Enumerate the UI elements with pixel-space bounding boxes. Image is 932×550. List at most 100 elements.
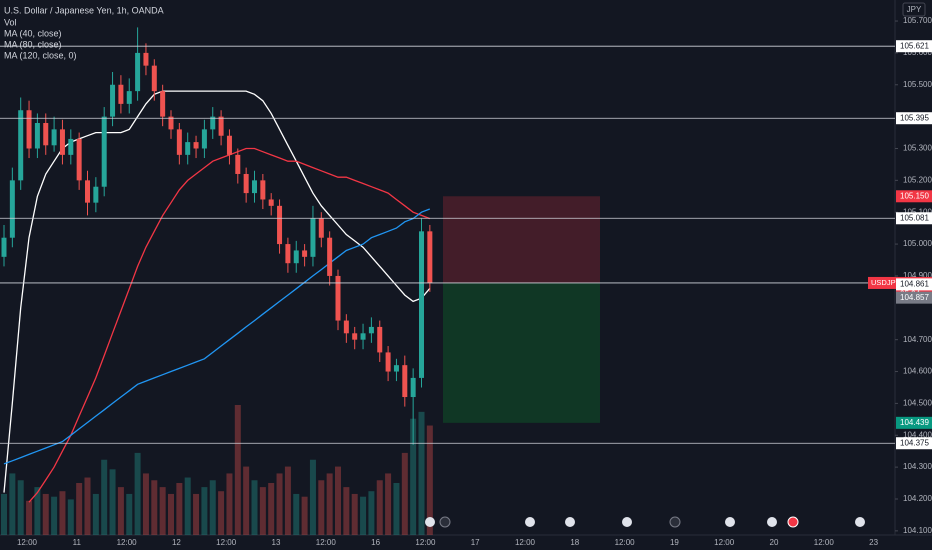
- candle-body: [34, 122, 40, 149]
- candle-body: [160, 91, 166, 117]
- y-tick-label: 104.400: [903, 430, 932, 439]
- ma-tag-label: 104.861: [900, 279, 929, 288]
- target-zone: [443, 282, 600, 423]
- level-label: 104.375: [900, 438, 929, 447]
- target-tag: [896, 416, 932, 429]
- volume-bar: [426, 425, 433, 535]
- candle-body: [85, 180, 90, 203]
- volume-bar: [326, 473, 333, 535]
- currency-box[interactable]: [902, 2, 926, 17]
- event-icon: [425, 517, 435, 527]
- candle-body: [327, 237, 333, 276]
- volume-bar: [376, 480, 383, 535]
- level-label: 105.081: [900, 213, 929, 222]
- candle-body: [110, 84, 116, 117]
- event-icon: [767, 517, 777, 527]
- y-tick-label: 105.600: [903, 48, 932, 57]
- event-icon: [439, 516, 451, 528]
- y-tick-label: 104.300: [903, 462, 932, 471]
- legend-entry: MA (120, close, 0): [4, 50, 77, 60]
- volume-bar: [368, 491, 375, 535]
- x-tick-label: 12:00: [714, 538, 735, 547]
- volume-bar: [1, 493, 7, 535]
- stop-zone: [443, 196, 600, 283]
- stop-label: 105.150: [900, 191, 929, 200]
- legend-entry: MA (40, close): [4, 28, 62, 38]
- candle-body: [59, 129, 65, 155]
- candle-body: [419, 231, 424, 378]
- candle-body: [302, 250, 308, 257]
- event-icon: [725, 517, 735, 527]
- candle-body: [218, 116, 224, 136]
- volume-bar: [176, 483, 183, 535]
- ma-tag: [896, 291, 932, 304]
- candle-body: [293, 250, 299, 264]
- candle-body: [201, 129, 207, 149]
- level-label: 105.621: [900, 41, 929, 50]
- x-tick-label: 23: [869, 538, 878, 547]
- candle-body: [51, 129, 57, 146]
- volume-bar: [159, 487, 166, 535]
- currency[interactable]: JPY: [907, 5, 922, 14]
- x-tick-label: 12: [172, 538, 181, 547]
- volume-bar: [84, 477, 91, 535]
- volume-bar: [335, 466, 341, 535]
- volume-bar: [134, 452, 141, 535]
- volume-bar: [117, 487, 124, 535]
- candle-body: [402, 365, 408, 398]
- event-icon: [622, 517, 632, 527]
- y-tick-label: 105.700: [903, 16, 932, 25]
- event-icon: [787, 516, 799, 528]
- x-tick-label: 12:00: [615, 538, 636, 547]
- candle-body: [252, 180, 257, 194]
- volume-bar: [385, 473, 392, 535]
- x-tick-label: 16: [371, 538, 380, 547]
- x-tick-label: 12:00: [814, 538, 835, 547]
- volume-bar: [92, 493, 99, 535]
- volume-bar: [309, 459, 316, 535]
- volume-bar: [67, 499, 74, 535]
- ma-tag-label: 104.857: [900, 293, 929, 302]
- candle-body: [235, 154, 241, 174]
- volume-bar: [276, 473, 283, 535]
- candle-body: [168, 116, 174, 130]
- x-tick-label: 13: [272, 538, 281, 547]
- volume-bar: [59, 491, 66, 535]
- candle-body: [43, 122, 49, 146]
- volume-bar: [251, 480, 258, 535]
- x-tick-label: 12:00: [316, 538, 337, 547]
- candle-body: [260, 180, 266, 200]
- volume-bar: [401, 452, 408, 535]
- y-tick-label: 105.100: [903, 207, 932, 216]
- candle-body: [318, 218, 324, 238]
- y-tick-label: 104.700: [903, 335, 932, 344]
- candle-body: [101, 116, 107, 187]
- candle-body: [243, 173, 249, 194]
- candle-body: [277, 205, 283, 245]
- event-icons: [425, 516, 865, 528]
- plot: [1, 27, 600, 535]
- volume-bar: [284, 466, 291, 535]
- volume-bar: [168, 493, 174, 535]
- candle-body: [285, 244, 291, 264]
- candle-body: [26, 110, 32, 149]
- volume-bar: [351, 493, 358, 535]
- y-tick-label: 104.100: [903, 526, 932, 535]
- candle-body: [9, 180, 15, 238]
- candle-body: [377, 326, 383, 353]
- volume-bar: [259, 487, 266, 535]
- candle-body: [393, 365, 399, 372]
- volume-bar: [393, 483, 400, 535]
- y-tick-label: 105.200: [903, 175, 932, 184]
- y-tick-label: 104.600: [903, 367, 932, 376]
- x-tick-label: 12:00: [515, 538, 536, 547]
- x-tick-label: 17: [471, 538, 480, 547]
- volume-bar: [34, 487, 41, 535]
- volume-legend: Vol: [4, 17, 17, 27]
- candle-body: [76, 138, 82, 181]
- candle-body: [343, 320, 349, 334]
- volume-bar: [193, 493, 200, 535]
- volume-bar: [209, 480, 216, 535]
- x-tick-label: 18: [570, 538, 579, 547]
